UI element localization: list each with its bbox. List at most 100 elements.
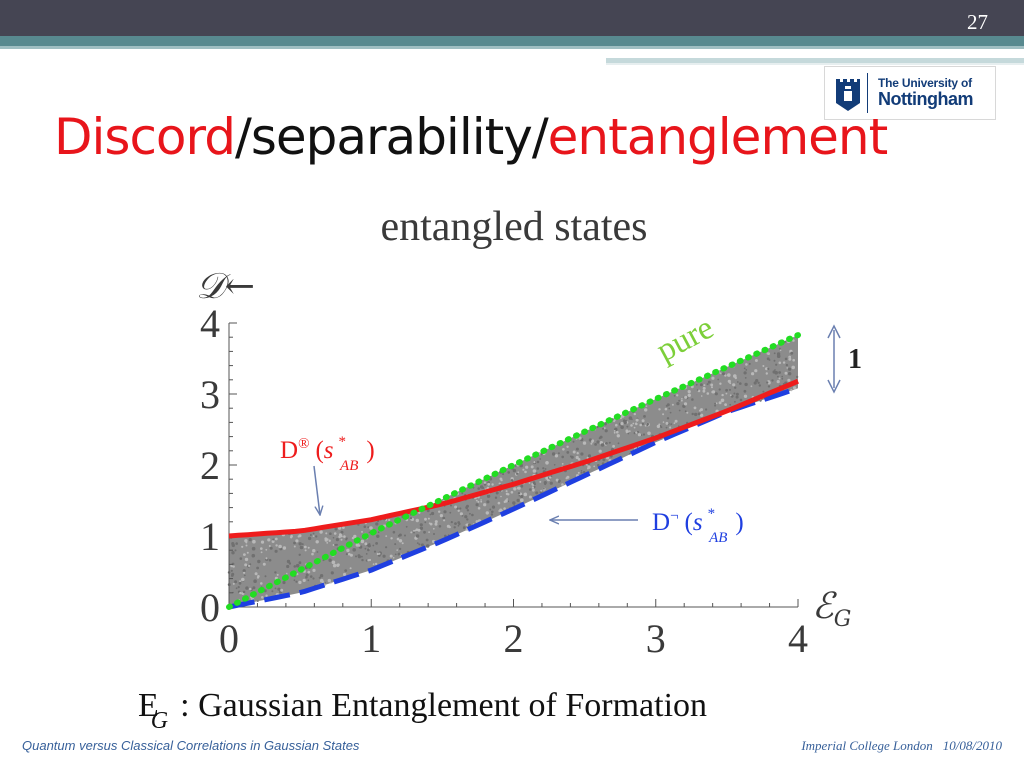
state-point bbox=[620, 422, 624, 426]
state-point bbox=[642, 433, 646, 436]
state-point bbox=[480, 500, 483, 503]
state-point bbox=[355, 555, 357, 558]
state-point bbox=[237, 586, 240, 589]
state-point bbox=[483, 483, 487, 486]
upper-label-open: ( bbox=[315, 437, 323, 464]
state-point bbox=[719, 372, 722, 375]
state-point bbox=[334, 543, 337, 546]
state-point bbox=[431, 511, 435, 516]
state-point bbox=[668, 407, 671, 410]
state-point bbox=[580, 471, 583, 474]
state-point bbox=[735, 392, 739, 396]
state-point bbox=[309, 534, 312, 536]
state-point bbox=[295, 539, 299, 543]
state-point bbox=[394, 553, 397, 556]
series-line-pure bbox=[226, 332, 801, 610]
svg-text:EG: Gaussian Entanglement of: EG: Gaussian Entanglement of Formation bbox=[138, 687, 707, 734]
state-point bbox=[335, 538, 339, 542]
header-band-light bbox=[0, 46, 1024, 49]
state-point bbox=[249, 587, 252, 591]
state-point bbox=[533, 482, 536, 486]
state-point bbox=[613, 430, 616, 432]
state-point bbox=[275, 544, 278, 547]
state-point bbox=[260, 582, 263, 585]
state-point bbox=[265, 557, 268, 560]
x-tick-label: 2 bbox=[504, 616, 524, 661]
state-point bbox=[477, 487, 481, 490]
state-point bbox=[398, 547, 402, 551]
state-point bbox=[243, 574, 246, 577]
state-point bbox=[231, 551, 235, 555]
state-point bbox=[522, 468, 525, 471]
state-point bbox=[795, 375, 799, 379]
state-point bbox=[784, 371, 788, 375]
state-point bbox=[355, 543, 359, 547]
state-point bbox=[632, 422, 635, 425]
y-tick-label: 4 bbox=[200, 301, 220, 346]
state-point bbox=[722, 372, 725, 376]
state-point bbox=[444, 534, 447, 538]
state-point bbox=[700, 395, 703, 397]
state-point bbox=[423, 530, 426, 534]
state-point bbox=[773, 359, 776, 362]
state-point bbox=[625, 430, 629, 434]
state-point bbox=[565, 477, 568, 480]
state-point bbox=[397, 552, 401, 556]
state-point bbox=[743, 371, 747, 375]
state-point bbox=[332, 536, 335, 539]
state-point bbox=[265, 548, 268, 551]
state-point bbox=[331, 560, 336, 565]
state-point bbox=[791, 365, 795, 370]
state-point bbox=[330, 582, 332, 584]
state-point bbox=[271, 590, 274, 593]
upper-label-d: D bbox=[280, 437, 298, 464]
state-point bbox=[416, 542, 419, 544]
state-point bbox=[265, 594, 268, 597]
state-point bbox=[729, 403, 732, 406]
state-point bbox=[352, 548, 357, 552]
state-point bbox=[566, 445, 569, 448]
state-point bbox=[307, 570, 311, 574]
state-point bbox=[274, 571, 277, 574]
state-point bbox=[462, 526, 466, 530]
state-point bbox=[232, 582, 235, 585]
state-point bbox=[405, 525, 408, 528]
state-point bbox=[302, 578, 306, 583]
state-point bbox=[432, 527, 435, 530]
state-point bbox=[298, 561, 302, 565]
state-point bbox=[361, 558, 364, 562]
state-point bbox=[553, 464, 556, 466]
state-point bbox=[343, 572, 347, 577]
chart-title: entangled states bbox=[380, 204, 647, 250]
state-point bbox=[523, 492, 528, 497]
state-point bbox=[729, 388, 731, 391]
state-point bbox=[776, 354, 781, 359]
state-point bbox=[517, 471, 520, 474]
state-point bbox=[531, 486, 535, 489]
state-point bbox=[316, 551, 319, 553]
state-point bbox=[490, 513, 494, 516]
state-point bbox=[706, 392, 710, 395]
state-point bbox=[305, 573, 309, 577]
state-point bbox=[727, 373, 731, 377]
state-point bbox=[620, 425, 624, 430]
state-point bbox=[545, 476, 549, 480]
state-point bbox=[767, 367, 770, 370]
state-point bbox=[500, 495, 502, 498]
state-point bbox=[312, 549, 316, 553]
state-point bbox=[792, 339, 795, 342]
state-point bbox=[367, 544, 371, 548]
caption-subscript: G bbox=[151, 708, 168, 734]
state-point bbox=[286, 559, 291, 564]
state-point bbox=[234, 549, 237, 552]
state-point bbox=[788, 367, 792, 371]
state-point bbox=[725, 392, 728, 395]
state-point bbox=[644, 424, 647, 427]
state-point bbox=[443, 519, 446, 522]
state-point bbox=[340, 538, 343, 541]
state-point bbox=[286, 564, 290, 569]
state-point bbox=[557, 452, 560, 455]
state-point bbox=[572, 440, 575, 443]
state-point bbox=[532, 488, 535, 492]
